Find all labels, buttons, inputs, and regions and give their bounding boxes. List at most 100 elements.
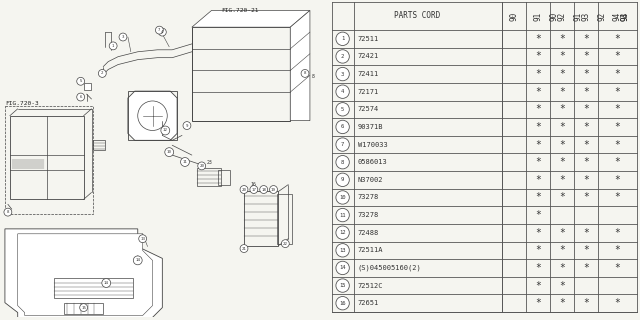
Circle shape	[99, 69, 106, 77]
Text: *: *	[559, 157, 565, 167]
Circle shape	[336, 297, 349, 310]
Text: *: *	[583, 140, 589, 149]
Text: 94: 94	[613, 12, 622, 20]
Circle shape	[102, 278, 111, 287]
Bar	[5, 106, 93, 214]
Circle shape	[282, 240, 289, 248]
Text: 93: 93	[621, 12, 630, 20]
Text: *: *	[614, 52, 620, 61]
Text: *: *	[559, 245, 565, 255]
Text: 8: 8	[341, 160, 344, 165]
Circle shape	[183, 122, 191, 130]
Text: 7: 7	[341, 142, 344, 147]
Text: *: *	[535, 228, 541, 238]
Circle shape	[180, 157, 189, 166]
Circle shape	[156, 26, 163, 34]
Text: 91: 91	[573, 12, 582, 20]
Text: 20: 20	[241, 188, 246, 191]
Text: W170033: W170033	[358, 141, 387, 148]
Text: 13: 13	[339, 248, 346, 253]
Circle shape	[138, 101, 167, 131]
Bar	[64, 303, 103, 315]
Circle shape	[240, 244, 248, 252]
Text: 3: 3	[341, 72, 344, 76]
Text: 13: 13	[140, 237, 145, 241]
Text: *: *	[535, 263, 541, 273]
Text: *: *	[583, 192, 589, 203]
Bar	[196, 168, 221, 186]
Text: *: *	[559, 140, 565, 149]
Circle shape	[301, 69, 309, 77]
Text: *: *	[614, 122, 620, 132]
Text: 2: 2	[101, 71, 104, 76]
Text: 16: 16	[339, 301, 346, 306]
Text: *: *	[583, 157, 589, 167]
Text: *: *	[583, 52, 589, 61]
Circle shape	[336, 261, 349, 275]
Text: 94: 94	[621, 12, 630, 20]
Text: 14: 14	[104, 281, 109, 285]
Text: 4: 4	[341, 89, 344, 94]
Text: 72651: 72651	[358, 300, 379, 306]
Text: *: *	[614, 298, 620, 308]
Text: *: *	[535, 140, 541, 149]
Text: *: *	[614, 140, 620, 149]
Text: *: *	[559, 122, 565, 132]
Text: 12: 12	[163, 129, 168, 132]
Text: 18: 18	[261, 188, 266, 191]
Bar	[278, 195, 292, 244]
Text: 8: 8	[312, 74, 315, 79]
Circle shape	[336, 226, 349, 239]
Text: 19: 19	[271, 188, 276, 191]
Text: 16: 16	[251, 182, 257, 187]
Circle shape	[4, 208, 12, 216]
Circle shape	[336, 208, 349, 222]
Text: 10: 10	[167, 150, 172, 154]
Text: *: *	[559, 228, 565, 238]
Circle shape	[336, 138, 349, 151]
Text: *: *	[535, 122, 541, 132]
Polygon shape	[18, 234, 152, 316]
Circle shape	[139, 235, 147, 243]
Text: 72511A: 72511A	[358, 247, 383, 253]
Circle shape	[161, 126, 170, 135]
Circle shape	[80, 304, 88, 311]
Text: *: *	[583, 263, 589, 273]
Text: *: *	[535, 157, 541, 167]
Text: FIG.720-3: FIG.720-3	[5, 101, 38, 107]
Polygon shape	[5, 229, 163, 317]
Text: 72574: 72574	[358, 106, 379, 112]
Circle shape	[119, 33, 127, 41]
Text: *: *	[614, 228, 620, 238]
Text: *: *	[535, 69, 541, 79]
Text: *: *	[535, 298, 541, 308]
Text: 23: 23	[207, 160, 212, 165]
Text: N37002: N37002	[358, 177, 383, 183]
Circle shape	[77, 93, 84, 101]
Polygon shape	[84, 83, 90, 90]
Circle shape	[77, 77, 84, 85]
Polygon shape	[128, 91, 177, 140]
Text: *: *	[583, 87, 589, 97]
Text: *: *	[583, 245, 589, 255]
Text: PARTS CORD: PARTS CORD	[394, 12, 440, 20]
Circle shape	[336, 244, 349, 257]
Circle shape	[336, 103, 349, 116]
Text: *: *	[559, 104, 565, 114]
Text: 72171: 72171	[358, 89, 379, 95]
Text: 17: 17	[252, 188, 257, 191]
Circle shape	[336, 50, 349, 63]
Text: *: *	[614, 87, 620, 97]
Text: 91: 91	[533, 12, 542, 20]
Text: *: *	[614, 69, 620, 79]
Text: 11: 11	[182, 160, 188, 164]
Text: 15: 15	[339, 283, 346, 288]
Bar	[54, 278, 133, 298]
Text: *: *	[535, 34, 541, 44]
Text: *: *	[559, 175, 565, 185]
Circle shape	[198, 162, 205, 170]
Text: 72421: 72421	[358, 53, 379, 60]
Text: 8: 8	[6, 210, 9, 214]
Text: 5: 5	[341, 107, 344, 112]
Text: *: *	[535, 104, 541, 114]
